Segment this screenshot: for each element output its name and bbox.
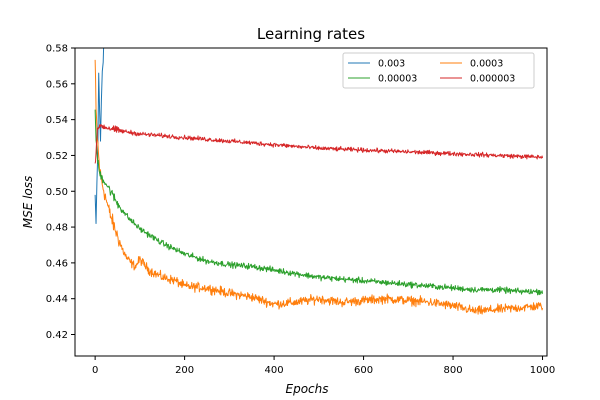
series-line-4	[94, 123, 544, 164]
legend-box	[342, 52, 535, 89]
x-tick-label: 400	[265, 365, 284, 376]
x-tick-label: 0	[92, 365, 98, 376]
chart-title: Learning rates	[257, 25, 365, 43]
y-tick-label: 0.58	[46, 44, 68, 55]
x-axis-label: Epochs	[286, 382, 329, 396]
series-line-3	[94, 109, 544, 296]
legend-label-2: 0.0003	[470, 59, 503, 70]
legend-label-3: 0.00003	[378, 74, 417, 85]
y-tick-label: 0.56	[46, 79, 68, 90]
legend-label-4: 0.000003	[470, 74, 515, 85]
y-tick-label: 0.44	[46, 294, 68, 305]
series-line-2	[94, 59, 544, 315]
x-axis: 0 200 400 600 800 1000	[92, 356, 555, 376]
y-tick-label: 0.42	[46, 330, 68, 341]
series-layer	[94, 48, 544, 315]
series-line-1	[94, 48, 105, 224]
plot-frame	[74, 47, 548, 357]
x-tick-label: 800	[444, 365, 463, 376]
y-axis-label: MSE loss	[21, 176, 35, 229]
y-tick-label: 0.48	[46, 223, 68, 234]
legend-label-1: 0.003	[378, 59, 405, 70]
y-tick-label: 0.50	[46, 187, 68, 198]
x-tick-label: 1000	[530, 365, 555, 376]
legend: 0.003 0.0003 0.00003 0.000003	[342, 52, 535, 89]
y-tick-label: 0.46	[46, 258, 68, 269]
x-tick-label: 200	[175, 365, 194, 376]
x-tick-label: 600	[354, 365, 373, 376]
y-tick-label: 0.54	[46, 115, 68, 126]
y-axis: 0.42 0.44 0.46 0.48 0.50 0.52 0.54 0.56 0.58	[46, 44, 75, 341]
y-tick-label: 0.52	[46, 151, 68, 162]
